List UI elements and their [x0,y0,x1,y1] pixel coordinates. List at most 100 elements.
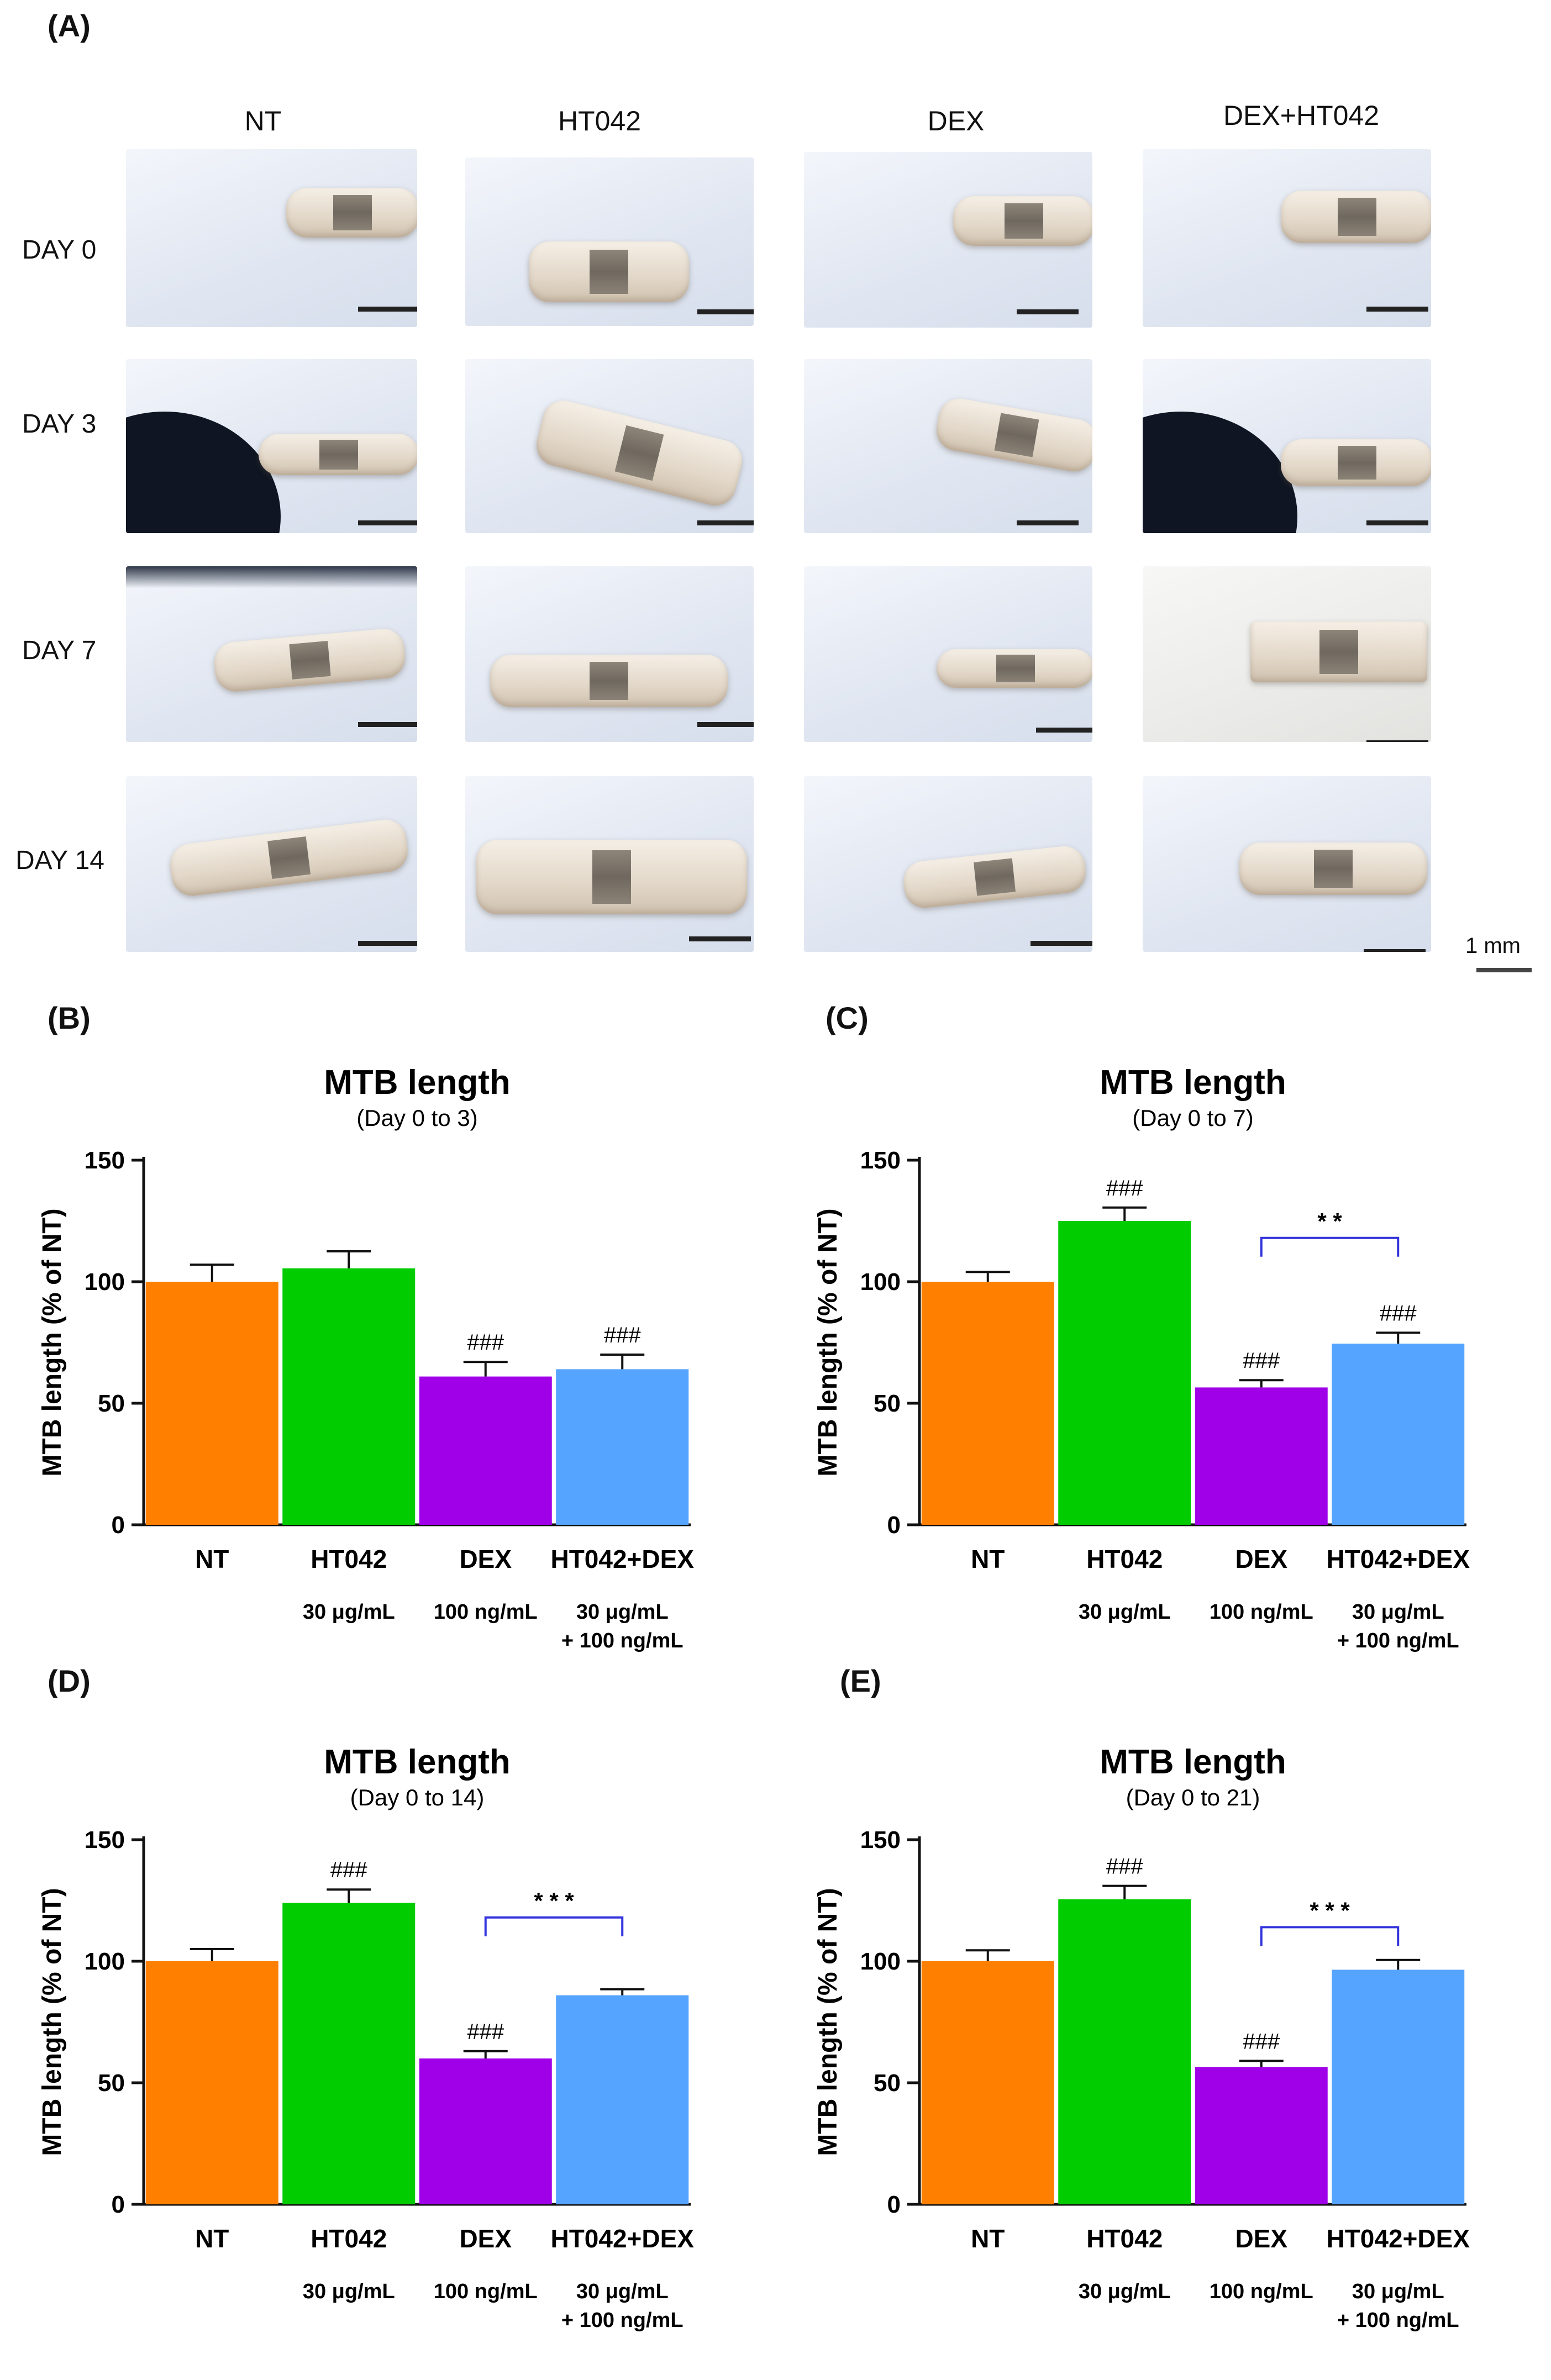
dose-label-ht042: 30 μg/mL [1079,1600,1171,1624]
micrograph-ht042-day-7 [465,566,754,742]
significance-mark-ht042: ### [330,1858,367,1882]
micrograph-nt-day-7 [126,566,417,742]
scale-bar-label: 1 mm [1465,934,1521,958]
chart-subtitle: (Day 0 to 21) [1126,1784,1260,1810]
y-tick-label-100: 100 [860,1948,901,1975]
bar-nt [921,1961,1054,2204]
y-tick-label-50: 50 [98,2070,125,2097]
panel-label-e: (E) [840,1663,881,1698]
bar-dex [419,2058,552,2204]
row-label-day-3: DAY 3 [22,409,97,439]
x-tick-label-dex: DEX [459,1545,512,1573]
dose-label-dex: 100 ng/mL [434,2280,538,2303]
dose-label-dex: 100 ng/mL [1210,2280,1313,2303]
y-axis-label: MTB length (% of NT) [38,1208,67,1476]
significance-mark-ht042: ### [1106,1176,1143,1200]
chart-svg: MTB length (Day 0 to 14) MTB length (% of … [38,1743,694,2332]
bar-ht042 [1058,1221,1191,1525]
dose-label-ht042-dex-1: 30 μg/mL [576,2280,669,2303]
micrograph-dex-day-7 [804,566,1092,742]
bar-ht042-dex [1332,1344,1465,1525]
chart-svg: MTB length (Day 0 to 21) MTB length (% of … [813,1743,1470,2332]
y-tick-label-150: 150 [85,1826,125,1854]
x-tick-label-ht042-dex: HT042+DEX [1326,1545,1470,1573]
y-tick-label-50: 50 [98,1390,125,1417]
y-tick-label-0: 0 [887,2191,901,2218]
x-tick-label-ht042: HT042 [1086,2224,1163,2253]
chart-d: MTB length (Day 0 to 14) MTB length (% of … [0,1729,774,2370]
significance-mark-ht042-dex: ### [604,1323,641,1347]
dose-label-dex: 100 ng/mL [434,1600,538,1624]
x-tick-label-ht042: HT042 [311,2224,387,2253]
chart-subtitle: (Day 0 to 3) [356,1105,477,1131]
dose-label-ht042: 30 μg/mL [1079,2280,1171,2303]
micrograph-dex-ht042-day-3 [1143,359,1431,533]
y-axis-label: MTB length (% of NT) [813,1208,843,1476]
x-tick-label-dex: DEX [1235,2224,1287,2253]
x-tick-label-nt: NT [971,2224,1005,2253]
bar-nt [145,1282,278,1525]
significance-mark-ht042: ### [1106,1855,1143,1879]
y-tick-label-0: 0 [112,1512,125,1539]
chart-e: MTB length (Day 0 to 21) MTB length (% of … [776,1729,1549,2370]
micrograph-dex-ht042-day-7 [1143,566,1431,742]
y-tick-label-50: 50 [874,1390,901,1417]
micrograph-ht042-day-3 [465,359,754,533]
bar-nt [921,1282,1054,1525]
y-tick-label-100: 100 [85,1268,125,1296]
y-tick-label-100: 100 [860,1268,901,1296]
x-tick-label-ht042-dex: HT042+DEX [550,2224,694,2253]
bar-ht042 [282,1903,416,2204]
bar-dex [419,1376,552,1525]
dose-label-ht042-dex-2: + 100 ng/mL [1337,1629,1459,1652]
dose-label-ht042-dex-2: + 100 ng/mL [1337,2309,1459,2332]
panel-label-d: (D) [48,1663,91,1698]
micrograph-dex-day-3 [804,359,1092,533]
micrograph-dex-ht042-day-0 [1143,149,1431,327]
y-axis-label: MTB length (% of NT) [38,1888,67,2156]
chart-svg: MTB length (Day 0 to 7) MTB length (% of N… [813,1063,1470,1652]
bracket-label: * * * [534,1888,574,1914]
bar-ht042-dex [1332,1970,1465,2204]
dose-label-ht042-dex-1: 30 μg/mL [576,1600,669,1624]
panel-label-b: (B) [48,1001,91,1035]
significance-mark-dex: ### [1243,1349,1280,1373]
column-label-ht042: HT042 [558,106,642,136]
y-tick-label-150: 150 [860,1147,901,1174]
bar-dex [1195,2067,1328,2204]
y-tick-label-50: 50 [874,2070,901,2097]
bar-ht042 [1058,1899,1191,2204]
chart-svg: MTB length (Day 0 to 3) MTB length (% of N… [38,1063,694,1652]
micrograph-dex-ht042-day-14 [1143,776,1431,952]
x-tick-label-ht042-dex: HT042+DEX [1326,2224,1470,2253]
dose-label-ht042-dex-2: + 100 ng/mL [561,1629,684,1652]
row-label-day-7: DAY 7 [22,636,97,665]
x-tick-label-nt: NT [195,1545,229,1573]
significance-mark-dex: ### [1243,2029,1280,2053]
panel-label-a: (A) [48,8,91,43]
column-label-nt: NT [244,106,282,136]
x-tick-label-nt: NT [195,2224,229,2253]
scale-bar [1476,968,1532,972]
bar-ht042-dex [556,1369,689,1525]
bar-nt [145,1961,278,2204]
y-tick-label-150: 150 [860,1826,901,1854]
row-label-day-0: DAY 0 [22,235,97,265]
micrograph-dex-day-0 [804,152,1092,328]
dose-label-ht042-dex-2: + 100 ng/mL [561,2309,684,2332]
significance-bracket [1260,1926,1400,1946]
x-tick-label-ht042: HT042 [1086,1545,1163,1573]
chart-title: MTB length [1100,1063,1286,1102]
bar-dex [1195,1387,1328,1525]
column-label-dex-ht042: DEX+HT042 [1223,100,1380,131]
chart-c: MTB length (Day 0 to 7) MTB length (% of N… [776,1050,1549,1674]
chart-subtitle: (Day 0 to 14) [350,1784,485,1810]
dose-label-ht042-dex-1: 30 μg/mL [1352,1600,1444,1624]
bar-ht042-dex [556,1995,689,2204]
chart-subtitle: (Day 0 to 7) [1132,1105,1253,1131]
chart-title: MTB length [324,1743,511,1781]
dose-label-ht042-dex-1: 30 μg/mL [1352,2280,1444,2303]
y-axis-label: MTB length (% of NT) [813,1888,843,2156]
significance-bracket [484,1916,624,1936]
significance-mark-dex: ### [467,2020,504,2044]
